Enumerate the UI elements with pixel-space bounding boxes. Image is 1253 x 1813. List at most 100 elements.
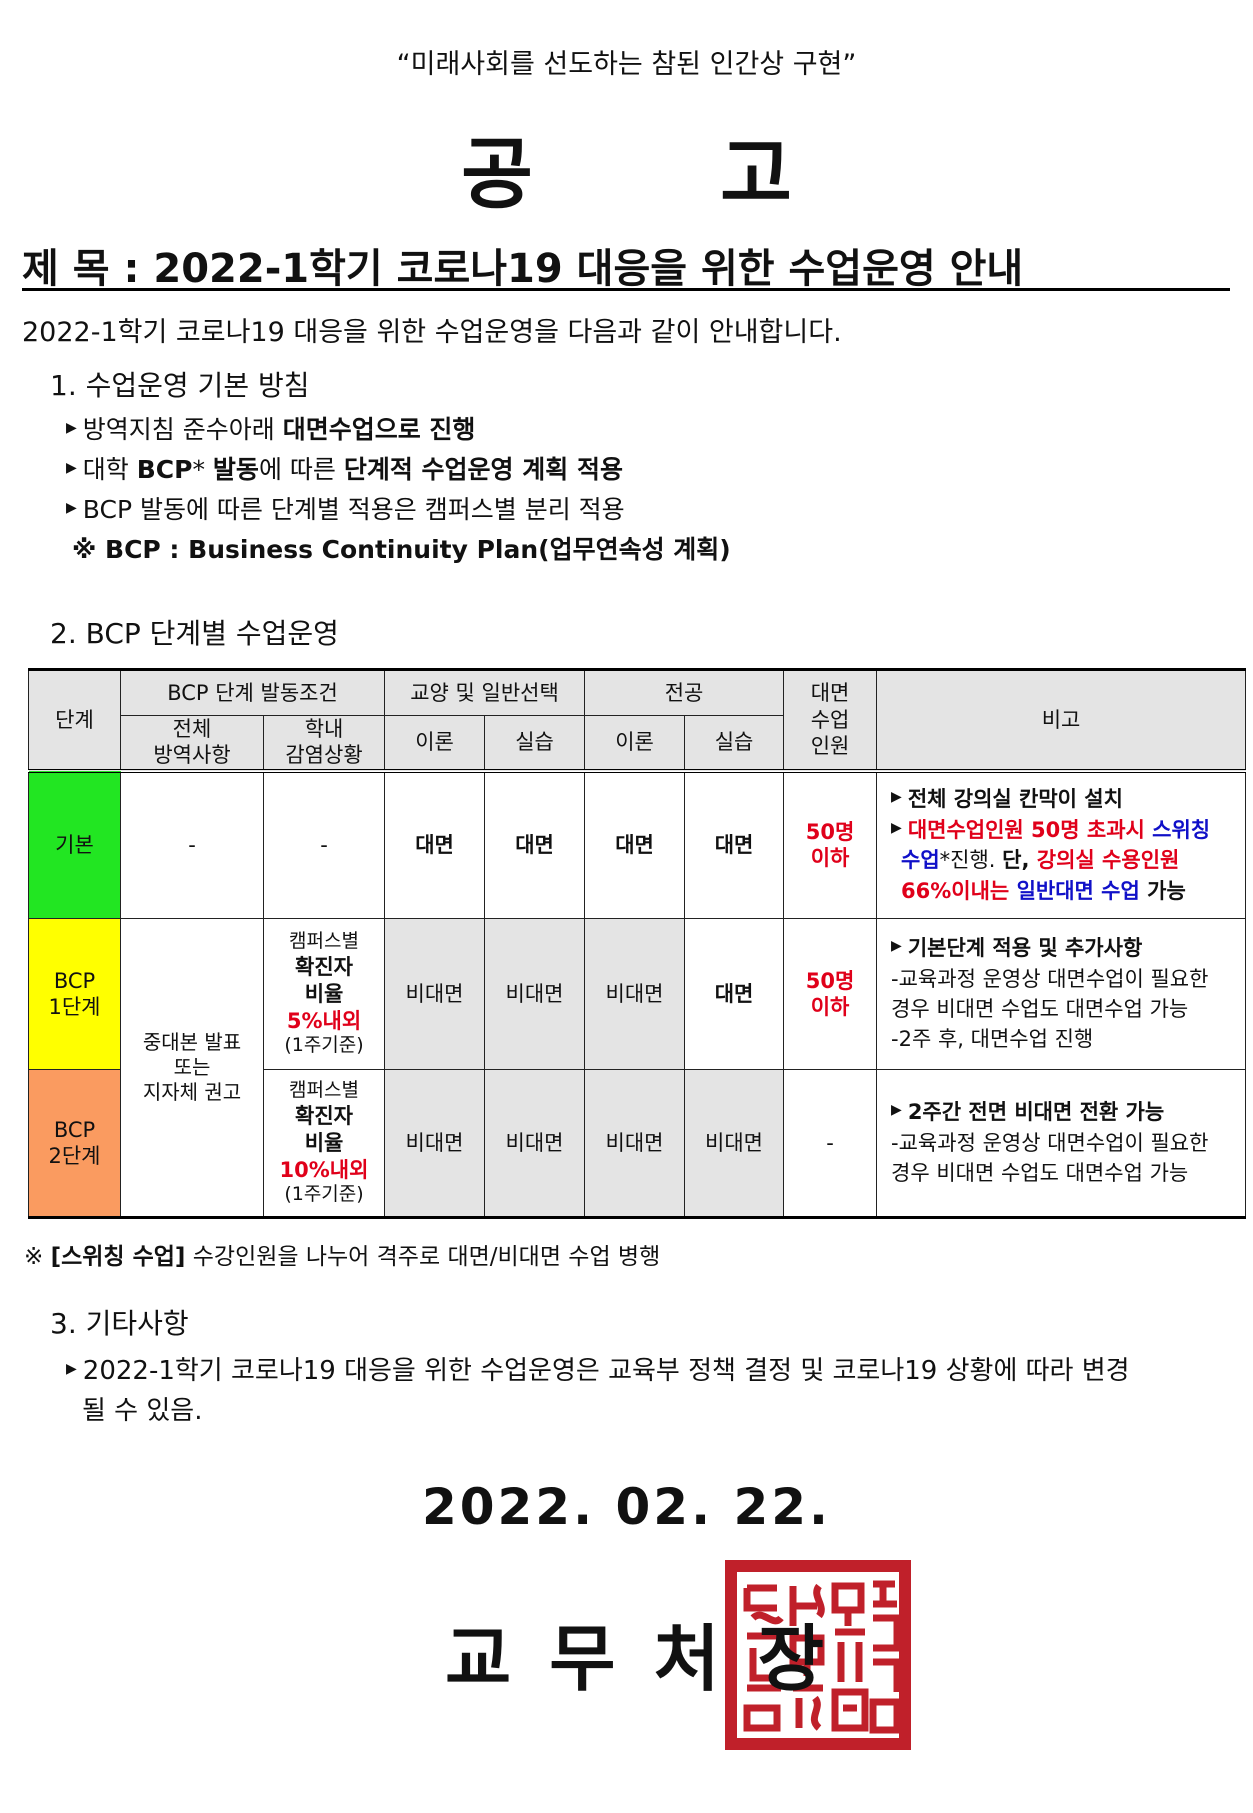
mode-cell: 대면: [384, 770, 486, 919]
campus-cell: 캠퍼스별 확진자 비율 5%내외 (1주기준): [262, 918, 386, 1070]
text: 가능: [1139, 878, 1186, 903]
text: -교육과정 운영상 대면수업이 필요한 경우 비대면 수업도 대면수업 가능: [891, 1130, 1209, 1186]
triangle-bullet-icon: ▶: [891, 819, 902, 836]
mode-cell: 비대면: [584, 1069, 686, 1219]
section3-bullet: ▶ 2022-1학기 코로나19 대응을 위한 수업운영은 교육부 정책 결정 및…: [66, 1350, 1130, 1387]
text: ※: [24, 1244, 51, 1270]
text: 2022-1학기 코로나19 대응을 위한 수업운영은 교육부 정책 결정 및 …: [82, 1356, 1130, 1386]
header-theory: 이론: [584, 715, 686, 773]
text: *진행.: [939, 848, 1003, 873]
mode-cell: 비대면: [384, 1069, 486, 1219]
capacity-cell: 50명 이하: [783, 770, 878, 919]
mode-cell: 대면: [584, 770, 686, 919]
notice-heading: 공 고: [461, 130, 872, 220]
text: 2주간 전면 비대면 전환 가능: [907, 1100, 1165, 1125]
header-overall: 전체 방역사항: [120, 715, 264, 773]
section3-bullet-cont: 될 수 있음.: [82, 1396, 203, 1426]
signatory: 교무처장: [445, 1617, 862, 1701]
text: *: [192, 455, 213, 484]
text: 기본단계 적용 및 추가사항: [907, 936, 1143, 961]
campus-cell: -: [262, 770, 386, 919]
text: 캠퍼스별: [289, 929, 359, 952]
stage-bcp1: BCP 1단계: [28, 918, 121, 1070]
remarks-cell: ▶ 전체 강의실 칸막이 설치 ▶ 대면수업인원 50명 초과시 스위칭 수업*진행…: [876, 770, 1246, 919]
text: 대면수업인원 50명 초과시: [907, 817, 1153, 842]
text: 5%내외: [286, 1009, 362, 1034]
text: 확진자 비율: [295, 954, 353, 1006]
bcp-definition-note: ※ BCP : Business Continuity Plan(업무연속성 계…: [72, 535, 731, 564]
triangle-bullet-icon: ▶: [891, 937, 902, 954]
official-seal-stamp: [725, 1560, 911, 1750]
text: 강의실 수용인원: [1036, 848, 1180, 873]
motto: “미래사회를 선도하는 참된 인간상 구현”: [396, 49, 857, 80]
triangle-bullet-icon: ▶: [891, 1102, 902, 1119]
text: -2주 후, 대면수업 진행: [891, 1027, 1094, 1052]
triangle-bullet-icon: ▶: [66, 460, 77, 476]
text: BCP 발동에 따른 단계별 적용은 캠퍼스별 분리 적용: [82, 495, 625, 524]
mode-cell: 비대면: [584, 918, 686, 1070]
text: (1주기준): [284, 1034, 364, 1057]
text: 에 따른: [258, 455, 344, 484]
mode-cell: 비대면: [484, 1069, 586, 1219]
text: 캠퍼스별: [289, 1078, 359, 1101]
header-campus: 학내 감염상황: [262, 715, 386, 773]
section1-bullet-2: ▶ 대학 BCP* 발동에 따른 단계적 수업운영 계획 적용: [66, 450, 623, 486]
section1-title: 1. 수업운영 기본 방침: [50, 369, 310, 402]
header-major: 전공: [584, 668, 785, 716]
header-stage: 단계: [28, 668, 121, 773]
bold-text: BCP: [136, 455, 193, 484]
text: 수강인원을 나누어 격주로 대면/비대면 수업 병행: [185, 1244, 661, 1270]
text: 단,: [1002, 848, 1037, 873]
text: (1주기준): [284, 1183, 364, 1206]
section2-title: 2. BCP 단계별 수업운영: [50, 617, 339, 650]
stage-bcp2: BCP 2단계: [28, 1069, 121, 1219]
text: 스위칭: [1152, 817, 1211, 842]
capacity-cell: 50명 이하: [783, 918, 878, 1070]
table-row-bcp2: BCP 2단계 캠퍼스별 확진자 비율 10%내외 (1주기준) 비대면 비대면…: [28, 1069, 1246, 1219]
bold-text: [스위칭 수업]: [50, 1244, 186, 1270]
section1-bullet-3: ▶ BCP 발동에 따른 단계별 적용은 캠퍼스별 분리 적용: [66, 490, 625, 526]
stage-basic: 기본: [28, 770, 121, 919]
text: -교육과정 운영상 대면수업이 필요한 경우 비대면 수업도 대면수업 가능: [891, 966, 1209, 1021]
capacity-cell: -: [783, 1069, 878, 1219]
header-remarks: 비고: [876, 668, 1246, 773]
mode-cell: 대면: [684, 918, 785, 1070]
table-row-bcp1: BCP 1단계 중대본 발표 또는 지자체 권고 캠퍼스별 확진자 비율 5%내…: [28, 918, 1246, 1219]
mode-cell: 비대면: [384, 918, 486, 1070]
overall-cell: -: [120, 770, 264, 919]
header-theory: 이론: [384, 715, 486, 773]
triangle-bullet-icon: ▶: [66, 1360, 77, 1377]
header-capacity: 대면 수업 인원: [783, 668, 878, 773]
bcp-stage-table: 단계 BCP 단계 발동조건 교양 및 일반선택 전공 대면 수업 인원 비고 …: [28, 668, 1246, 1219]
intro-text: 2022-1학기 코로나19 대응을 위한 수업운영을 다음과 같이 안내합니다…: [22, 317, 842, 348]
campus-cell: 캠퍼스별 확진자 비율 10%내외 (1주기준): [262, 1069, 386, 1219]
document-title: 제 목 : 2022-1학기 코로나19 대응을 위한 수업운영 안내: [22, 246, 1024, 292]
mode-cell: 비대면: [684, 1069, 785, 1219]
triangle-bullet-icon: ▶: [891, 789, 902, 806]
text: 10%내외: [279, 1158, 369, 1183]
text: 확진자 비율: [295, 1103, 353, 1155]
header-bcp-condition: BCP 단계 발동조건: [119, 668, 386, 716]
title-divider: [22, 288, 1230, 291]
triangle-bullet-icon: ▶: [66, 420, 77, 436]
text: 전체 강의실 칸막이 설치: [907, 787, 1123, 812]
triangle-bullet-icon: ▶: [66, 500, 77, 516]
bold-text: 발동: [212, 455, 259, 484]
mode-cell: 대면: [484, 770, 586, 919]
section1-bullet-1: ▶ 방역지침 준수아래 대면수업으로 진행: [66, 410, 475, 446]
remarks-cell: ▶ 2주간 전면 비대면 전환 가능 -교육과정 운영상 대면수업이 필요한 경우…: [876, 1069, 1246, 1219]
overall-cell: 중대본 발표 또는 지자체 권고: [120, 918, 264, 1219]
bold-text: 대면수업으로 진행: [282, 415, 476, 444]
header-practice: 실습: [684, 715, 785, 773]
remarks-cell: ▶ 기본단계 적용 및 추가사항 -교육과정 운영상 대면수업이 필요한 경우 비…: [876, 918, 1246, 1070]
header-liberal: 교양 및 일반선택: [384, 668, 586, 716]
text: 일반대면 수업: [1016, 878, 1140, 903]
mode-cell: 대면: [684, 770, 785, 919]
text: 방역지침 준수아래: [82, 415, 283, 444]
header-practice: 실습: [484, 715, 586, 773]
switching-footnote: ※ [스위칭 수업] 수강인원을 나누어 격주로 대면/비대면 수업 병행: [24, 1237, 660, 1271]
text: 66%이내는: [901, 878, 1017, 903]
text: 대학: [82, 455, 137, 484]
announcement-date: 2022. 02. 22.: [421, 1478, 832, 1536]
table-row-basic: 기본 - - 대면 대면 대면 대면 50명 이하 ▶ 전체 강의실 칸막이 설치…: [28, 770, 1246, 919]
